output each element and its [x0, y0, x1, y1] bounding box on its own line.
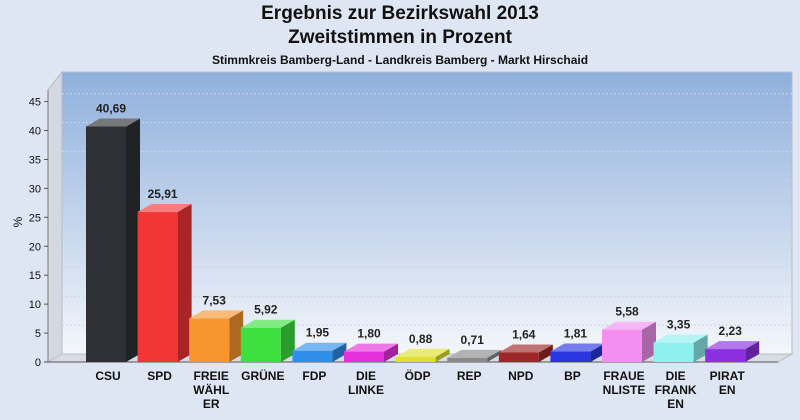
value-label: 7,53 [203, 293, 227, 307]
bar-top [447, 349, 502, 358]
category-label: SPD [147, 369, 172, 383]
bar-side [590, 343, 605, 362]
bar-frauenliste: 5,58 [602, 305, 656, 362]
bar-front [86, 126, 126, 362]
bar-bp: 1,81 [550, 327, 605, 362]
bar-front [550, 351, 591, 362]
bar-front [602, 329, 642, 362]
chart-titles: Ergebnis zur Bezirkswahl 2013 Zweitstimm… [0, 2, 800, 67]
plot-side-wall [47, 70, 63, 363]
bar-csu: 40,69 [86, 102, 140, 362]
value-label: 1,64 [512, 328, 536, 342]
bar-side [384, 343, 398, 362]
bar-top [705, 341, 760, 350]
bar-rep: 0,71 [447, 333, 502, 362]
value-label: 5,92 [254, 303, 278, 317]
bar-top [344, 343, 398, 352]
bar-top [395, 348, 450, 357]
category-label: NPD [508, 369, 534, 383]
value-label: 0,71 [461, 333, 485, 347]
bar-side [487, 349, 502, 362]
category-label: DIE FRANK EN [655, 369, 697, 411]
y-tick-label: 30 [29, 183, 41, 195]
bar-piraten: 2,23 [705, 324, 760, 362]
bar-die-franken: 3,35 [653, 318, 708, 362]
value-label: 5,58 [615, 305, 639, 319]
bar-side [280, 319, 295, 362]
bar-side [693, 334, 708, 362]
bar-spd: 25,91 [137, 187, 192, 362]
bar-npd: 1,64 [498, 328, 553, 362]
bar-top [602, 321, 656, 330]
value-label: 1,81 [564, 327, 588, 341]
bar-top [292, 342, 347, 351]
bar-side [126, 118, 140, 362]
category-label: FREIE WÄHL ER [193, 369, 229, 411]
y-tick-label: 25 [29, 212, 41, 224]
bar-side [538, 344, 553, 362]
value-label: 0,88 [409, 332, 433, 346]
bar-front [395, 356, 436, 362]
y-tick-label: 35 [29, 154, 41, 166]
bar-side [745, 341, 760, 362]
category-label: GRÜNE [241, 368, 284, 383]
bar-front [498, 352, 539, 362]
bar-top [137, 204, 192, 213]
category-label: FRAUE NLISTE [603, 369, 646, 397]
bar-die-linke: 1,80 [344, 327, 398, 362]
bar-side [642, 321, 656, 362]
bar-top [498, 344, 553, 353]
value-label: 40,69 [96, 102, 126, 116]
y-tick-label: 40 [29, 126, 41, 138]
category-label: REP [457, 369, 482, 383]
chart-title: Ergebnis zur Bezirkswahl 2013 [261, 3, 539, 24]
y-tick-label: 20 [29, 241, 41, 253]
bar-top [189, 310, 244, 319]
bar-front [137, 212, 178, 362]
bar-fdp: 1,95 [292, 326, 347, 362]
y-tick-label: 5 [35, 328, 41, 340]
bar-front [447, 357, 488, 362]
bar-top [240, 319, 295, 328]
bars: 40,69 25,91 7,53 5,92 1,95 1,80 0,88 0,71 1,64 1,… [86, 102, 760, 362]
bar-front [705, 349, 746, 362]
category-label: FDP [302, 369, 326, 383]
value-label: 25,91 [148, 187, 178, 201]
bar-side [435, 348, 450, 362]
chart-title-line-2: Zweitstimmen in Prozent [288, 27, 512, 48]
bar-top [550, 343, 605, 352]
y-tick-label: 0 [35, 357, 41, 369]
category-label: ÖDP [405, 368, 431, 383]
bar-gr-ne: 5,92 [240, 303, 295, 362]
category-label: DIE LINKE [348, 369, 384, 397]
bar-top [653, 334, 708, 343]
chart-subtitle: Stimmkreis Bamberg-Land - Landkreis Bamb… [211, 53, 589, 67]
value-label: 1,95 [306, 326, 330, 340]
bar-front [240, 327, 281, 362]
bar-side [177, 204, 192, 362]
bar--dp: 0,88 [395, 332, 450, 362]
category-label: PIRAT EN [710, 369, 746, 397]
bar-side [229, 310, 244, 362]
y-tick-label: 10 [29, 299, 41, 311]
category-label: BP [564, 369, 581, 383]
y-tick-label: 45 [29, 97, 41, 109]
bar-front [189, 318, 230, 362]
y-tick-labels: 0 5 10 15 20 25 30 35 40 45 [29, 97, 48, 369]
bar-front [292, 350, 333, 362]
bar-freie-w-hler: 7,53 [189, 293, 244, 362]
bar-front [344, 351, 384, 362]
bar-front [653, 342, 694, 362]
value-label: 3,35 [667, 318, 691, 332]
y-tick-label: 15 [29, 270, 41, 282]
category-labels: CSU SPD FREIE WÄHL ER GRÜNE FDP DIE LINKE ÖDP REP N… [95, 368, 745, 411]
value-label: 2,23 [719, 324, 743, 338]
category-label: CSU [95, 369, 120, 383]
bar-side [332, 342, 347, 362]
bar-top [86, 118, 140, 127]
y-axis-label: % [11, 216, 25, 227]
value-label: 1,80 [357, 327, 381, 341]
